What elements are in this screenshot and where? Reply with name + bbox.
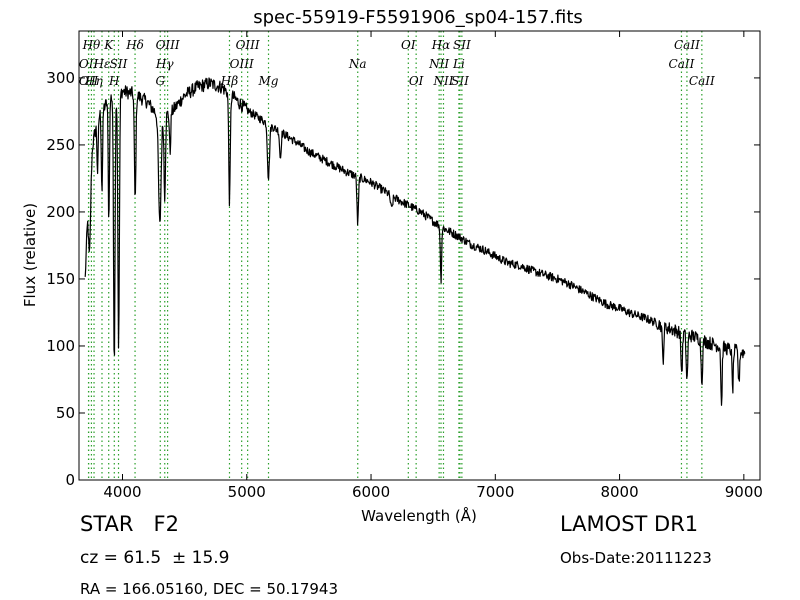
line-marker-label: K — [103, 38, 114, 52]
y-tick-label: 250 — [46, 136, 75, 154]
x-tick-label: 8000 — [600, 483, 638, 501]
plot-frame — [78, 30, 761, 481]
x-tick-label: 4000 — [103, 483, 141, 501]
line-marker-label: G — [155, 74, 165, 88]
x-tick-label: 9000 — [725, 483, 763, 501]
line-marker-label: OI — [401, 38, 416, 52]
line-marker-label: Hη — [84, 74, 103, 88]
line-marker-label: CaII — [674, 38, 700, 52]
x-axis-label: Wavelength (Å) — [361, 506, 477, 525]
line-marker-label: H — [108, 74, 120, 88]
line-marker-label: SII — [110, 57, 128, 71]
line-marker-label: Hθ — [82, 38, 101, 52]
x-tick-label: 5000 — [228, 483, 266, 501]
y-tick-label: 200 — [46, 203, 75, 221]
y-tick-label: 150 — [46, 270, 75, 288]
line-marker-label: Hε — [93, 57, 111, 71]
observation-date: Obs-Date:20111223 — [560, 549, 712, 567]
spectrum-layer — [84, 77, 746, 406]
line-marker-label: Hδ — [125, 38, 144, 52]
redshift-info: cz = 61.5 ± 15.9 — [80, 548, 230, 568]
line-marker-label: NII — [428, 57, 449, 71]
survey-name: LAMOST DR1 — [560, 512, 699, 536]
y-tick-label: 50 — [56, 404, 75, 422]
line-marker-label: Hγ — [155, 57, 174, 71]
line-marker-label: Hα — [431, 38, 451, 52]
chart-title: spec-55919-F5591906_sp04-157.fits — [253, 7, 583, 28]
line-marker-label: OIII — [230, 57, 254, 71]
line-marker-label: CaII — [689, 74, 715, 88]
line-marker-label: OIII — [236, 38, 260, 52]
object-class: STAR F2 — [80, 512, 179, 536]
y-tick-label: 300 — [46, 69, 75, 87]
line-marker-label: SII — [451, 74, 469, 88]
line-marker-label: Li — [452, 57, 465, 71]
line-marker-label: OIII — [156, 38, 180, 52]
y-axis-label: Flux (relative) — [21, 203, 39, 307]
x-tick-label: 6000 — [352, 483, 390, 501]
line-marker-label: CaII — [669, 57, 695, 71]
x-tick-label: 7000 — [476, 483, 514, 501]
line-marker-label: OI — [409, 74, 424, 88]
spectrum-line — [84, 77, 746, 406]
coordinates-info: RA = 166.05160, DEC = 50.17943 — [80, 580, 339, 598]
y-tick-label: 0 — [65, 471, 75, 489]
axis-ticks: 4000 5000 6000 7000 8000 9000 0 50 100 150 200 250 3… — [46, 31, 763, 501]
line-marker-label: Mg — [258, 74, 279, 88]
line-marker-label: Hβ — [220, 74, 238, 88]
line-marker-label: Na — [348, 57, 367, 71]
line-markers: OIIOIIHθHηHεKHSIIHδGHγOIIIHβOIIIOIIIMgNa… — [79, 31, 715, 480]
line-marker-label: SII — [453, 38, 471, 52]
y-tick-label: 100 — [46, 337, 75, 355]
line-marker-label: NII — [432, 74, 453, 88]
